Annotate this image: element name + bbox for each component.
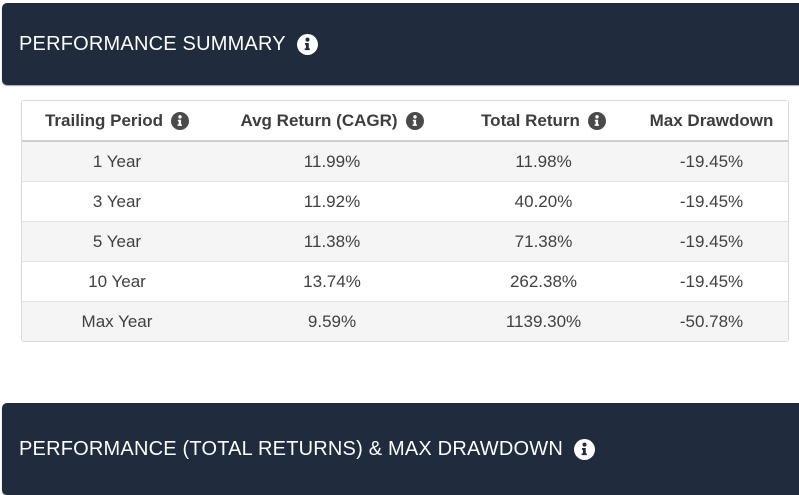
value-cell: 71.38% [452, 222, 635, 262]
value-cell: -19.45% [635, 182, 788, 222]
column-header-label: Total Return [481, 111, 580, 130]
column-header-avg-return-cagr: Avg Return (CAGR) [212, 101, 452, 142]
value-cell: 262.38% [452, 262, 635, 302]
performance-table: Trailing Period Avg Return (CAGR) Total Re… [21, 100, 789, 342]
column-header-max-drawdown: Max Drawdown [635, 101, 788, 142]
value-cell: -19.45% [635, 262, 788, 302]
value-cell: -50.78% [635, 302, 788, 341]
value-cell: 11.99% [212, 142, 452, 182]
table-row: 5 Year 11.38% 71.38% -19.45% [22, 222, 788, 262]
section-title: PERFORMANCE (TOTAL RETURNS) & MAX DRAWDO… [19, 437, 563, 460]
info-icon[interactable] [296, 34, 318, 55]
value-cell: -19.45% [635, 142, 788, 182]
value-cell: 9.59% [212, 302, 452, 341]
column-header-label: Avg Return (CAGR) [240, 111, 398, 130]
value-cell: -19.45% [635, 222, 788, 262]
performance-summary-table-container: Trailing Period Avg Return (CAGR) Total Re… [21, 100, 789, 342]
column-header-total-return: Total Return [452, 101, 635, 142]
trailing-period-cell: 10 Year [22, 262, 212, 302]
section-title: PERFORMANCE SUMMARY [19, 32, 286, 55]
trailing-period-cell: Max Year [22, 302, 212, 341]
table-row: 3 Year 11.92% 40.20% -19.45% [22, 182, 788, 222]
value-cell: 11.38% [212, 222, 452, 262]
table-row: 1 Year 11.99% 11.98% -19.45% [22, 142, 788, 182]
info-icon[interactable] [573, 439, 595, 460]
column-header-trailing-period: Trailing Period [22, 101, 212, 142]
trailing-period-cell: 5 Year [22, 222, 212, 262]
value-cell: 11.92% [212, 182, 452, 222]
value-cell: 1139.30% [452, 302, 635, 341]
table-header-row: Trailing Period Avg Return (CAGR) Total Re… [22, 101, 788, 142]
column-header-label: Trailing Period [44, 111, 164, 130]
info-icon[interactable] [171, 111, 190, 130]
trailing-period-cell: 3 Year [22, 182, 212, 222]
performance-returns-drawdown-section-header: PERFORMANCE (TOTAL RETURNS) & MAX DRAWDO… [2, 403, 799, 495]
trailing-period-cell: 1 Year [22, 142, 212, 182]
value-cell: 13.74% [212, 262, 452, 302]
value-cell: 40.20% [452, 182, 635, 222]
table-row: 10 Year 13.74% 262.38% -19.45% [22, 262, 788, 302]
value-cell: 11.98% [452, 142, 635, 182]
info-icon[interactable] [587, 111, 606, 130]
column-header-label: Max Drawdown [649, 111, 774, 130]
table-row: Max Year 9.59% 1139.30% -50.78% [22, 302, 788, 341]
performance-summary-section-header: PERFORMANCE SUMMARY [2, 3, 799, 85]
info-icon[interactable] [405, 111, 424, 130]
